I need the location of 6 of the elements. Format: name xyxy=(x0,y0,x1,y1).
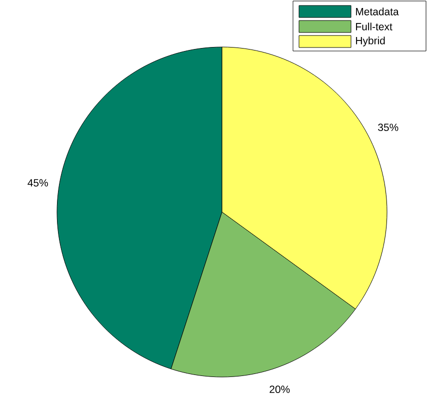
legend-label: Full-text xyxy=(356,22,392,30)
data-label: 45% xyxy=(28,179,48,187)
data-label: 35% xyxy=(378,124,398,132)
data-label: 20% xyxy=(270,386,290,394)
legend-label: Hybrid xyxy=(356,36,385,46)
legend-label: Metadata xyxy=(356,8,399,16)
